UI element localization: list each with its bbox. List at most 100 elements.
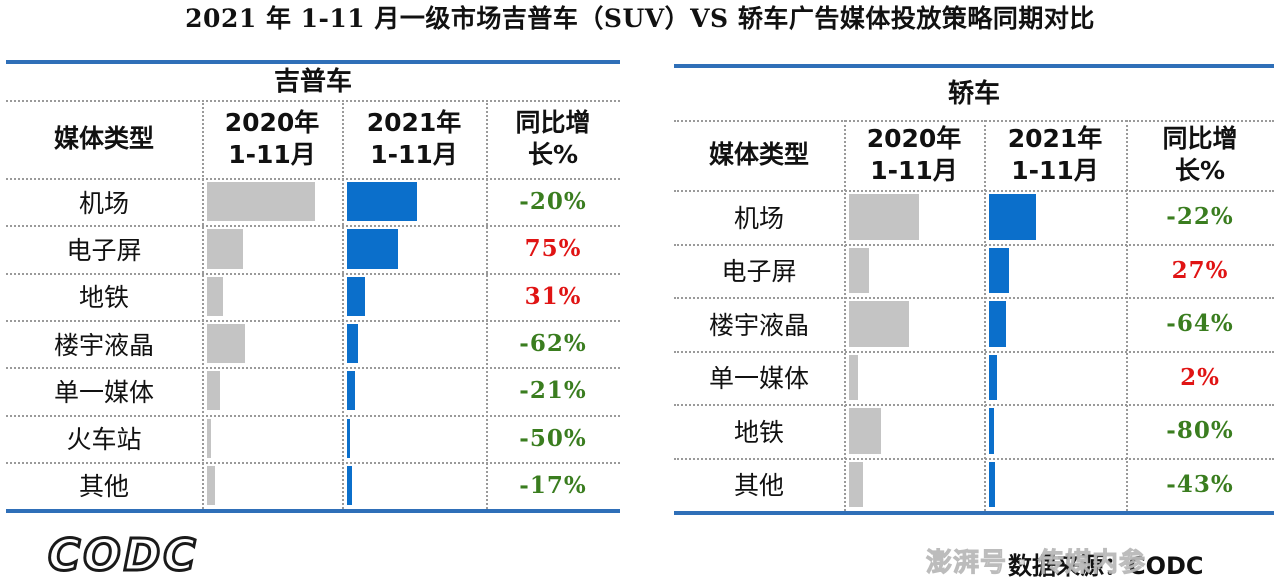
bar-2020 — [849, 194, 919, 240]
table-row: 单一媒体 -21% — [6, 367, 620, 414]
media-type-cell: 单一媒体 — [674, 351, 844, 405]
table-row: 电子屏 75% — [6, 225, 620, 272]
growth-value: 27% — [1171, 256, 1229, 284]
row-divider — [6, 414, 620, 417]
table-header-row: 媒体类型 2020年 1-11月 2021年 1-11月 同比增 长% — [6, 100, 620, 178]
column-header-label: 同比增 长% — [1162, 124, 1238, 185]
bar-2020 — [849, 247, 870, 293]
media-type-cell: 单一媒体 — [6, 367, 202, 414]
bar-2020 — [207, 182, 315, 222]
growth-cell: -50% — [486, 415, 620, 462]
media-type-label: 其他 — [78, 472, 129, 502]
row-divider — [6, 272, 620, 275]
table-row: 其他 -43% — [674, 458, 1274, 512]
bar-2021 — [347, 418, 350, 458]
row-divider — [6, 225, 620, 228]
column-header: 2021年 1-11月 — [342, 100, 486, 178]
growth-cell: -80% — [1126, 404, 1274, 458]
growth-cell: 2% — [1126, 351, 1274, 405]
media-type-cell: 地铁 — [674, 404, 844, 458]
table-row: 地铁 -80% — [674, 404, 1274, 458]
row-divider — [674, 457, 1274, 460]
table-top-rule — [6, 60, 620, 64]
media-type-label: 机场 — [78, 188, 129, 218]
column-header: 2021年 1-11月 — [984, 120, 1126, 190]
table-row: 楼宇液晶 -62% — [6, 320, 620, 367]
growth-value: -80% — [1166, 417, 1234, 445]
bar-2021 — [347, 229, 399, 269]
column-header-label: 2020年 1-11月 — [224, 108, 320, 169]
growth-cell: -20% — [486, 178, 620, 225]
header-top-divider — [674, 120, 1274, 122]
column-header: 媒体类型 — [6, 100, 202, 178]
media-type-label: 单一媒体 — [708, 364, 809, 394]
table-row: 电子屏 27% — [674, 244, 1274, 298]
table-row: 单一媒体 2% — [674, 351, 1274, 405]
media-type-cell: 其他 — [6, 462, 202, 509]
bar-2021 — [989, 194, 1036, 240]
growth-cell: -22% — [1126, 190, 1274, 244]
media-type-cell: 楼宇液晶 — [674, 297, 844, 351]
page-title: 2021 年 1-11 月一级市场吉普车（SUV）VS 轿车广告媒体投放策略同期… — [185, 4, 1095, 33]
media-type-label: 其他 — [733, 471, 784, 501]
row-divider — [674, 350, 1274, 353]
column-header-label: 同比增 长% — [515, 108, 591, 169]
media-type-label: 单一媒体 — [53, 377, 154, 407]
growth-value: -50% — [519, 424, 587, 452]
bar-2020 — [207, 276, 224, 316]
growth-value: -22% — [1166, 203, 1234, 231]
column-divider — [1126, 120, 1128, 511]
growth-value: -64% — [1166, 310, 1234, 338]
media-type-cell: 其他 — [674, 458, 844, 512]
growth-cell: -17% — [486, 462, 620, 509]
growth-cell: -64% — [1126, 297, 1274, 351]
bar-2020 — [207, 323, 245, 364]
bar-2021 — [347, 276, 366, 316]
media-type-cell: 火车站 — [6, 415, 202, 462]
media-type-label: 机场 — [733, 203, 784, 233]
growth-value: -62% — [519, 330, 587, 358]
table-row: 地铁 31% — [6, 273, 620, 320]
media-type-label: 火车站 — [66, 425, 142, 455]
media-type-cell: 机场 — [674, 190, 844, 244]
growth-value: -21% — [519, 377, 587, 405]
data-source: 数据来源：CODC — [1008, 552, 1204, 580]
bar-2021 — [347, 182, 418, 222]
media-type-label: 楼宇液晶 — [708, 310, 809, 340]
column-header: 同比增 长% — [1126, 120, 1274, 190]
bar-2020 — [849, 408, 881, 454]
column-header-label: 2020年 1-11月 — [866, 124, 962, 185]
table-row: 其他 -17% — [6, 462, 620, 509]
row-divider — [6, 461, 620, 464]
media-type-label: 地铁 — [733, 417, 784, 447]
table-row: 火车站 -50% — [6, 415, 620, 462]
bar-2020 — [207, 465, 215, 506]
media-type-cell: 电子屏 — [674, 244, 844, 298]
growth-value: -43% — [1166, 470, 1234, 498]
bar-2020 — [849, 461, 863, 507]
table-row: 楼宇液晶 -64% — [674, 297, 1274, 351]
header-top-divider — [6, 100, 620, 102]
table-row: 机场 -22% — [674, 190, 1274, 244]
table-row: 机场 -20% — [6, 178, 620, 225]
media-type-label: 地铁 — [78, 283, 129, 313]
column-divider — [844, 120, 846, 511]
row-divider — [674, 297, 1274, 299]
bar-2020 — [849, 301, 910, 347]
column-header: 媒体类型 — [674, 120, 844, 190]
panel-title: 吉普车 — [273, 67, 352, 97]
column-divider — [984, 120, 986, 511]
codc-logo: CODC — [47, 530, 199, 581]
bar-2020 — [849, 354, 859, 400]
column-header-label: 2021年 1-11月 — [1007, 124, 1103, 185]
growth-value: -20% — [519, 188, 587, 216]
table-top-rule — [674, 64, 1274, 68]
growth-cell: -43% — [1126, 458, 1274, 512]
row-divider — [6, 367, 620, 370]
growth-value: -17% — [519, 471, 587, 499]
row-divider — [6, 178, 620, 180]
growth-cell: 27% — [1126, 244, 1274, 298]
column-header: 2020年 1-11月 — [844, 120, 984, 190]
growth-value: 2% — [1180, 363, 1220, 391]
bar-2021 — [989, 461, 995, 507]
